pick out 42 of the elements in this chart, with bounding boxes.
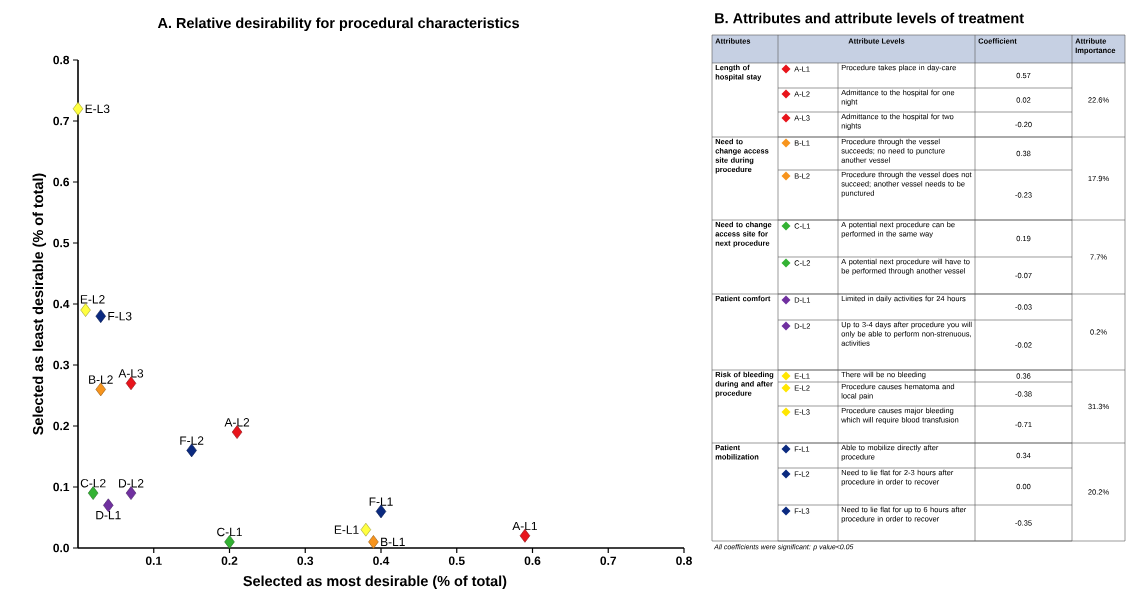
y-tick-label: 0.0 (53, 543, 69, 553)
chart-title: A. Relative desirability for procedural characteristics (157, 17, 520, 31)
annotation: C-L2 (80, 478, 106, 488)
x-tick-label: 0.7 (600, 556, 617, 565)
annotation: C-L1 (217, 527, 242, 537)
y-tick-label: 0.7 (53, 116, 69, 126)
text: B. Attributes and attribute levels of treatment (715, 12, 1024, 24)
y-tick-label: 0.1 (53, 482, 70, 492)
point (80, 303, 91, 317)
point (519, 529, 531, 543)
x-tick-label: 0.5 (448, 556, 465, 565)
y-tick-label: 0.2 (53, 421, 69, 431)
x-tick-label: 0.8 (676, 556, 692, 565)
annotation: B-L1 (381, 537, 405, 547)
y-tick-label: 0.5 (53, 238, 70, 248)
y-tick-label: 0.4 (53, 299, 70, 309)
annotation: A-L1 (512, 521, 537, 531)
annotation: F-L1 (369, 497, 393, 506)
x-tick-label: 0.4 (373, 556, 390, 565)
annotation: E-L3 (85, 104, 110, 114)
y-axis-title: Selected as least desirable (% of total) (32, 173, 47, 435)
point (95, 309, 106, 323)
x-axis-title: Selected as most desirable (% of total) (243, 575, 507, 589)
point (368, 535, 379, 549)
x-tick-label: 0.6 (524, 556, 541, 565)
x-tick-label: 0.1 (145, 556, 162, 565)
annotation: E-L1 (334, 525, 359, 534)
y-tick-label: 0.3 (53, 360, 70, 370)
annotation: F-L3 (108, 311, 132, 321)
point (72, 102, 84, 116)
annotation: E-L2 (80, 295, 105, 304)
x-tick-label: 0.3 (297, 556, 314, 566)
annotation: A-L2 (224, 418, 250, 427)
annotation: D-L1 (96, 511, 121, 520)
annotation: A-L3 (118, 369, 144, 378)
annotation: B-L2 (89, 375, 113, 384)
x-tick-label: 0.2 (221, 556, 238, 565)
annotation: D-L2 (119, 479, 144, 488)
annotation: F-L2 (180, 436, 204, 445)
point (360, 522, 372, 537)
y-tick-label: 0.6 (53, 177, 70, 187)
y-tick-label: 0.8 (53, 55, 70, 65)
